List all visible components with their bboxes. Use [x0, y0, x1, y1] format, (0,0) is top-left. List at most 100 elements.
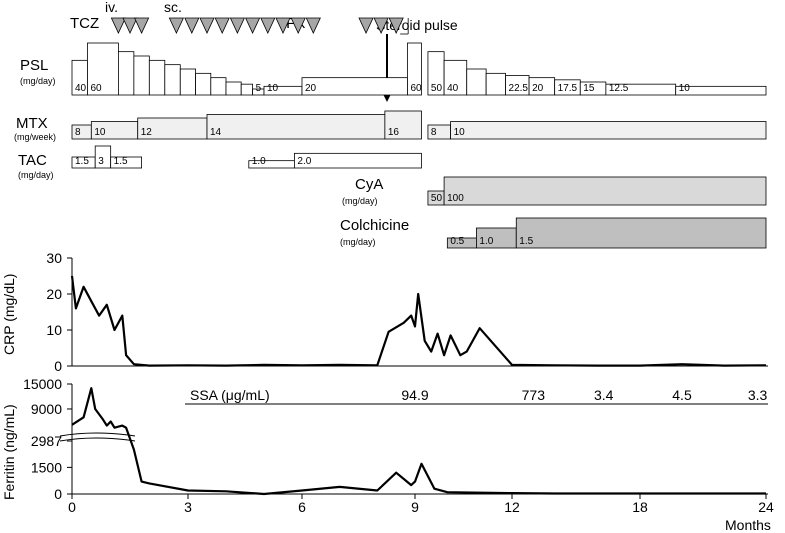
mtx-label-0: 8	[75, 127, 81, 138]
psl-label-21: 17.5	[558, 83, 578, 94]
tac-label-1: 3	[98, 156, 104, 167]
tcz-iv-label: iv.	[105, 0, 118, 15]
arrow-down-icon	[383, 94, 391, 102]
tac-bar-4	[293, 152, 422, 169]
colchicine-label: Colchicine	[340, 217, 409, 234]
psl-label-14: 60	[410, 83, 422, 94]
psl-label-12: 10	[267, 83, 279, 94]
ferritin-ylabel: Ferritin (ng/mL)	[1, 404, 17, 500]
axis-break-upper	[59, 432, 136, 437]
cya-label: CyA	[355, 176, 383, 193]
x-tick-label-5: 18	[632, 499, 648, 515]
psl-bar-17	[466, 68, 487, 96]
psl-bar-7	[195, 72, 212, 96]
mtx-label-4: 16	[388, 127, 400, 138]
mtx-label-2: 12	[141, 127, 153, 138]
crp-ylabel: CRP (mg/dL)	[1, 274, 17, 355]
ifx-dose-1	[373, 17, 389, 34]
ferritin-series-line	[71, 387, 766, 496]
steroid-pulse-label: Steroid pulse	[376, 17, 458, 33]
mtx-label-1: 10	[94, 127, 106, 138]
ferritin-chart: 0 1500 2987 9000 15000 94.9 773 3.4 4.5 3.3	[23, 376, 768, 502]
psl-bar-13	[301, 77, 408, 96]
mtx-label-6: 10	[454, 127, 466, 138]
tcz-sc-dose-6	[260, 17, 276, 34]
tcz-sc-dose-4	[229, 17, 246, 34]
colchicine-unit: (mg/day)	[340, 237, 376, 247]
ifx-dose-0	[358, 17, 374, 34]
ssa-value-3: 4.5	[672, 387, 692, 403]
ferritin-ytick-label-1: 1500	[31, 459, 62, 475]
psl-label-1: 60	[90, 83, 102, 94]
psl-bar-18	[485, 72, 506, 96]
tac-label: TAC	[18, 152, 47, 169]
tac-bar-2	[110, 156, 142, 169]
axis-break-lower	[59, 437, 136, 442]
mtx-label-3: 14	[210, 127, 222, 138]
psl-bar-4	[148, 59, 166, 96]
tcz-label: TCZ	[70, 15, 99, 32]
mtx-label: MTX	[16, 115, 48, 132]
psl-bar-14	[407, 42, 422, 96]
psl-label-23: 12.5	[609, 83, 629, 94]
psl-bar-5	[164, 64, 181, 96]
tac-label-2: 1.5	[114, 156, 128, 167]
colchicine-label-1: 1.0	[479, 236, 493, 247]
tcz-sc-dose-0	[168, 17, 185, 34]
tcz-sc-dose-2	[199, 17, 215, 34]
colchicine-label-2: 1.5	[519, 236, 533, 247]
tcz-sc-dose-9	[305, 17, 321, 34]
crp-ytick-label-2: 20	[46, 286, 62, 302]
ferritin-ytick-label-2: 2987	[31, 433, 62, 449]
psl-label-15: 50	[431, 83, 443, 94]
crp-ytick-label-1: 10	[46, 322, 62, 338]
tcz-sc-dose-8	[290, 17, 306, 34]
psl-bar-6	[179, 68, 196, 96]
tcz-iv-dose-0	[110, 17, 127, 34]
crp-ytick-label-0: 0	[54, 358, 62, 374]
psl-label-0: 40	[75, 83, 87, 94]
tcz-iv-dose-1	[122, 17, 138, 34]
crp-series-line	[70, 275, 767, 367]
psl-label: PSL	[20, 57, 48, 74]
treatment-timeline: 40 60 5 10 20 60 50 40 22.5 20 17.5 15 12.5 108 10 12 14…	[71, 17, 767, 249]
tac-label-3: 1.0	[252, 156, 266, 167]
tcz-sc-dose-3	[214, 17, 230, 34]
cya-label-0: 50	[431, 193, 443, 204]
psl-label-13: 20	[305, 83, 317, 94]
ssa-value-4: 3.3	[748, 387, 768, 403]
psl-label-11: 5	[256, 83, 262, 94]
psl-label-20: 20	[532, 83, 544, 94]
month-axis: 0 3 6 9 12 18 24	[68, 494, 774, 515]
cya-unit: (mg/day)	[342, 196, 378, 206]
x-tick-label-2: 6	[298, 499, 306, 515]
x-tick-label-4: 12	[504, 499, 520, 515]
psl-bar-24	[675, 85, 767, 96]
colchicine-label-0: 0.5	[450, 236, 464, 247]
ssa-value-0: 94.9	[401, 387, 428, 403]
psl-unit: (mg/day)	[20, 76, 56, 86]
ferritin-ytick-label-3: 9000	[31, 401, 62, 417]
mtx-bar-6	[450, 121, 767, 140]
psl-label-22: 15	[583, 83, 595, 94]
ssa-value-1: 773	[522, 387, 546, 403]
x-tick-label-0: 0	[68, 499, 76, 515]
crp-ytick-label-3: 30	[46, 250, 62, 266]
tac-label-0: 1.5	[75, 156, 89, 167]
psl-bar-3	[133, 55, 150, 96]
mtx-label-5: 8	[431, 127, 437, 138]
ferritin-ytick-label-0: 0	[54, 486, 62, 502]
ferritin-ytick-label-4: 15000	[23, 376, 62, 392]
x-tick-label-6: 24	[758, 499, 774, 515]
ssa-label: SSA (μg/mL)	[190, 387, 270, 403]
tcz-iv-dose-2	[133, 17, 150, 34]
tcz-sc-dose-1	[184, 17, 200, 34]
tcz-sc-dose-5	[244, 17, 261, 34]
psl-label-16: 40	[447, 83, 459, 94]
mtx-bar-3	[206, 114, 386, 140]
psl-label-24: 10	[679, 83, 691, 94]
ssa-value-2: 3.4	[594, 387, 614, 403]
x-tick-label-1: 3	[184, 499, 192, 515]
mtx-bar-4	[384, 110, 422, 140]
